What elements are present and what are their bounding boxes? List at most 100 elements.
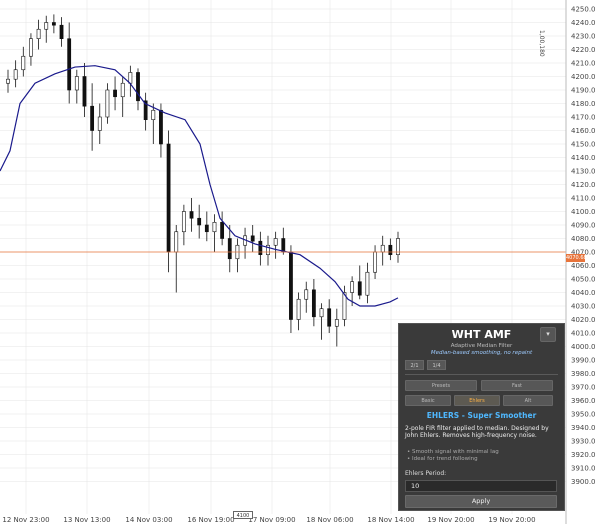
candle-body (21, 55, 26, 71)
candle-body (67, 38, 72, 91)
price-tick-label: 4080.0 (571, 235, 596, 243)
presets-button[interactable]: Presets (405, 380, 477, 391)
candle-body (289, 251, 293, 320)
time-tick-label: 13 Nov 13:00 (63, 516, 110, 524)
candle-body (281, 238, 286, 253)
candle-body (105, 89, 110, 118)
ratio-button-1[interactable]: 2/1 (405, 360, 424, 370)
candle-body (357, 281, 362, 296)
price-tick-label: 4210.0 (571, 59, 596, 67)
candle-body (59, 24, 64, 40)
candle-body (6, 78, 10, 84)
price-tick-label: 4240.0 (571, 19, 596, 27)
wht-amf-panel: WHT AMF ▾ Adaptive Median Filter Median-… (398, 323, 565, 511)
price-tick-label: 4060.0 (571, 262, 596, 270)
price-tick-label: 4090.0 (571, 221, 596, 229)
candle-body (373, 251, 377, 273)
candle-body (350, 281, 355, 293)
candle-body (258, 240, 263, 255)
price-tick-label: 3900.0 (571, 478, 596, 486)
feature-item: • Ideal for trend following (407, 455, 478, 462)
price-tick-label: 4230.0 (571, 32, 596, 40)
ehlers-button[interactable]: Ehlers (454, 395, 500, 406)
candle-body (120, 82, 125, 98)
candle-body (82, 76, 87, 107)
candle-body (327, 308, 332, 327)
candle-body (311, 289, 316, 318)
candle-body (44, 22, 49, 30)
price-tick-label: 4150.0 (571, 140, 596, 148)
price-tick-label: 4020.0 (571, 316, 596, 324)
fast-button[interactable]: Fast (481, 380, 553, 391)
time-tick-label: 16 Nov 19:00 (187, 516, 234, 524)
panel-subtitle: Adaptive Median Filter (450, 343, 513, 349)
candle-body (304, 289, 309, 300)
ratio-button-2[interactable]: 1/4 (427, 360, 446, 370)
price-tick-label: 4010.0 (571, 329, 596, 337)
candle-body (266, 244, 270, 255)
price-tick-label: 3910.0 (571, 464, 596, 472)
price-tick-label: 4250.0 (571, 5, 596, 13)
adaptive-median-filter-line (0, 65, 399, 307)
price-tick-label: 4200.0 (571, 73, 596, 81)
price-tick-label: 4070.0 (571, 248, 596, 256)
time-tick-label: 19 Nov 20:00 (488, 516, 535, 524)
candle-body (74, 76, 79, 91)
candle-body (212, 222, 217, 233)
time-tick-label: 14 Nov 03:00 (125, 516, 172, 524)
candle-body (319, 308, 324, 318)
section-title: EHLERS - Super Smoother (426, 411, 537, 420)
candle-body (90, 105, 95, 131)
candle-body (181, 211, 186, 233)
vertical-axis-label: 1,00,180 (538, 30, 545, 57)
chart-grid (0, 0, 566, 514)
candle-body (197, 217, 202, 226)
chevron-down-icon[interactable]: ▾ (540, 327, 556, 342)
price-tick-label: 3920.0 (571, 451, 596, 459)
candle-body (151, 109, 156, 120)
price-tick-label: 4100.0 (571, 208, 596, 216)
alt-button[interactable]: Alt (503, 395, 553, 406)
ehlers-period-input[interactable]: 10 (405, 480, 557, 492)
candle-body (227, 238, 232, 260)
apply-button[interactable]: Apply (405, 495, 557, 508)
candle-body (273, 238, 278, 246)
time-tick-label: 19 Nov 20:00 (427, 516, 474, 524)
price-tick-label: 3990.0 (571, 356, 596, 364)
panel-title: WHT AMF (451, 328, 512, 341)
candle-body (97, 116, 102, 131)
price-tick-label: 3960.0 (571, 397, 596, 405)
candle-body (204, 224, 209, 233)
price-tick-label: 4220.0 (571, 46, 596, 54)
time-marker[interactable]: 4100 (233, 511, 253, 519)
price-tick-label: 4040.0 (571, 289, 596, 297)
price-tick-label: 4170.0 (571, 113, 596, 121)
candle-body (342, 292, 347, 320)
price-tick-label: 4120.0 (571, 181, 596, 189)
time-tick-label: 17 Nov 09:00 (248, 516, 295, 524)
divider (405, 374, 558, 375)
candle-body (128, 72, 133, 84)
price-tick-label: 4030.0 (571, 302, 596, 310)
price-tick-label: 3940.0 (571, 424, 596, 432)
candle-body (396, 238, 400, 256)
candle-body (220, 222, 225, 239)
time-tick-label: 18 Nov 06:00 (306, 516, 353, 524)
ehlers-period-label: Ehlers Period: (405, 470, 447, 477)
panel-info-link[interactable]: Median-based smoothing, no repaint (430, 350, 533, 356)
price-tick-label: 4190.0 (571, 86, 596, 94)
candle-body (250, 235, 255, 242)
candle-body (136, 72, 140, 102)
price-tick-label: 3980.0 (571, 370, 596, 378)
candle-body (143, 100, 148, 121)
feature-item: • Smooth signal with minimal lag (407, 449, 499, 455)
candle-body (13, 69, 18, 80)
price-tick-label: 4160.0 (571, 127, 596, 135)
candle-body (159, 109, 163, 145)
price-axis: 4250.0 4240.0 4230.0 4220.0 4210.0 4200.0 4190… (571, 5, 596, 486)
basic-button[interactable]: Basic (405, 395, 451, 406)
time-tick-label: 12 Nov 23:00 (2, 516, 49, 524)
candle-body (365, 271, 370, 296)
price-tick-label: 3930.0 (571, 437, 596, 445)
